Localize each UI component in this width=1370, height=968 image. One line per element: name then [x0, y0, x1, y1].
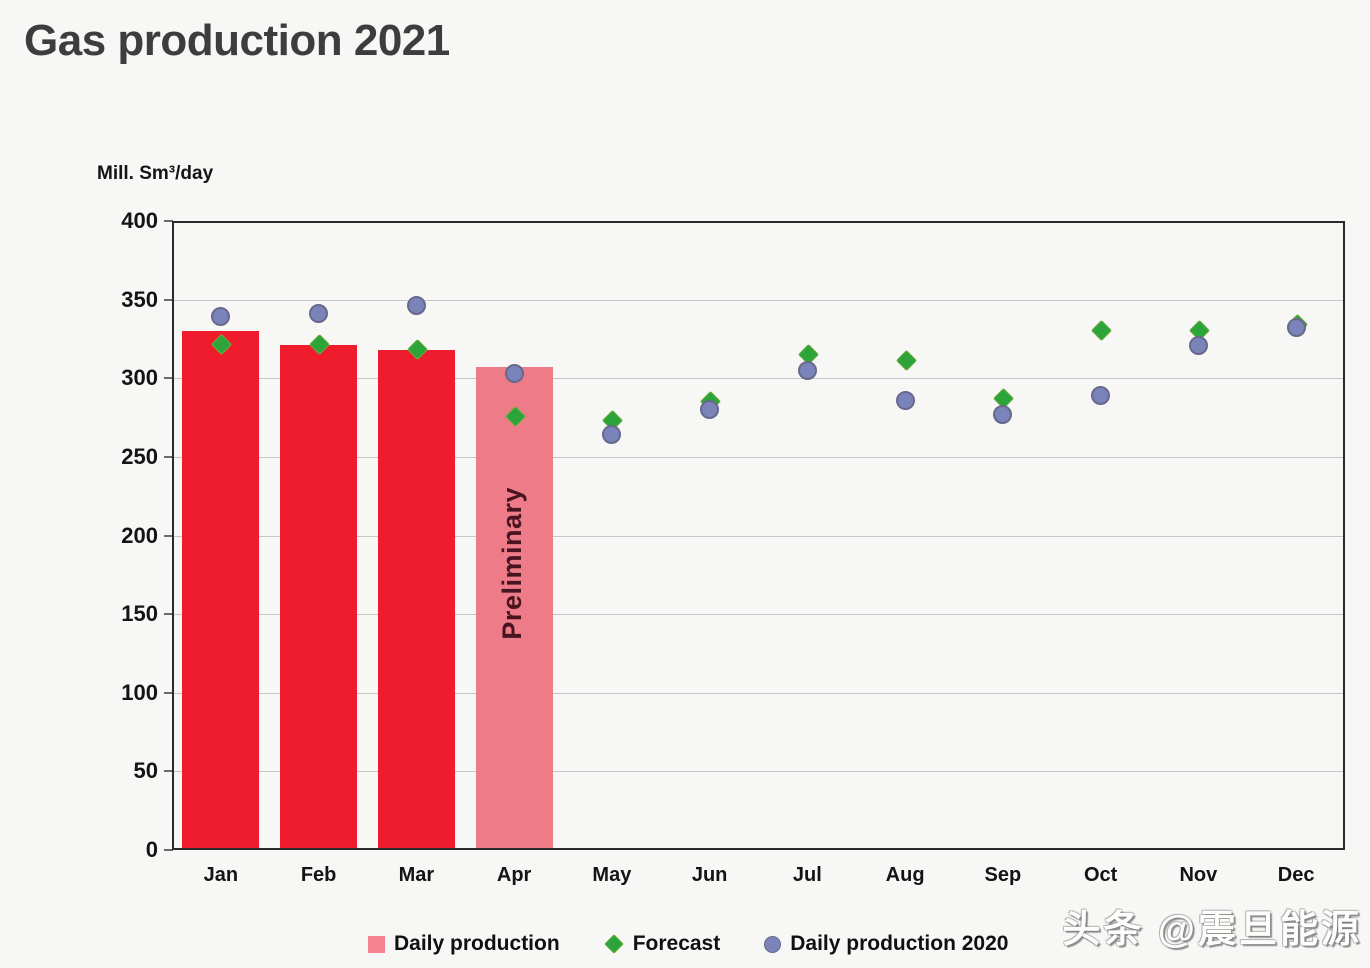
forecast-marker-aug — [895, 349, 917, 371]
x-tick-label-jul: Jul — [792, 864, 822, 886]
y-tick-mark-250 — [164, 455, 173, 458]
x-tick-label-may: May — [592, 864, 632, 886]
gridline-350 — [172, 299, 1345, 301]
x-tick-label-dec: Dec — [1277, 864, 1315, 886]
y-tick-label-150: 150 — [121, 601, 158, 627]
x-tick-label-jan: Jan — [203, 864, 239, 886]
bar-mar — [377, 349, 455, 850]
production-2020-marker-dec — [1286, 318, 1306, 338]
preliminary-label: Preliminary — [497, 487, 528, 640]
y-tick-label-300: 300 — [121, 365, 158, 391]
production-2020-marker-apr — [504, 364, 524, 384]
y-tick-mark-350 — [164, 298, 173, 301]
y-axis-unit-label: Mill. Sm³/day — [97, 163, 214, 184]
production-2020-marker-may — [602, 425, 622, 445]
x-tick-label-jun: Jun — [691, 864, 728, 886]
y-tick-mark-150 — [164, 613, 173, 616]
production-2020-marker-feb — [309, 304, 329, 324]
y-tick-mark-300 — [164, 377, 173, 380]
production-2020-marker-nov — [1188, 335, 1208, 355]
bar-feb — [280, 345, 358, 850]
gridline-100 — [172, 692, 1345, 694]
x-tick-label-sep: Sep — [984, 864, 1022, 886]
production-2020-marker-oct — [1091, 386, 1111, 406]
legend-item-daily-production: Daily production — [368, 932, 560, 956]
bar-apr — [475, 367, 553, 850]
production-2020-circle-icon — [764, 935, 782, 953]
plot-area: Preliminary — [172, 221, 1345, 850]
forecast-diamond-icon — [603, 934, 624, 954]
x-tick-label-oct: Oct — [1083, 864, 1118, 886]
legend-item-forecast: Forecast — [603, 932, 721, 956]
y-tick-label-350: 350 — [121, 286, 158, 312]
production-2020-marker-sep — [993, 404, 1013, 424]
daily-production-swatch-icon — [368, 935, 385, 953]
production-2020-marker-mar — [406, 296, 426, 316]
gridline-250 — [172, 456, 1345, 458]
chart-title: Gas production 2021 — [24, 16, 450, 65]
y-tick-label-400: 400 — [121, 208, 158, 233]
legend-label-forecast: Forecast — [632, 932, 721, 955]
legend-item-daily-production-2020: Daily production 2020 — [764, 932, 1008, 956]
gridline-50 — [172, 771, 1345, 773]
production-2020-marker-jun — [700, 400, 720, 420]
y-tick-label-200: 200 — [121, 522, 158, 548]
production-2020-marker-jul — [797, 360, 817, 380]
legend: Daily production Forecast Daily producti… — [368, 932, 1008, 956]
gridline-150 — [172, 614, 1345, 616]
x-tick-label-aug: Aug — [885, 864, 925, 886]
x-tick-label-feb: Feb — [300, 864, 337, 886]
watermark: 头条 @震旦能源 — [1062, 909, 1362, 951]
y-tick-label-100: 100 — [121, 679, 158, 705]
legend-label-daily-production-2020: Daily production 2020 — [790, 932, 1009, 955]
y-tick-label-250: 250 — [121, 443, 158, 469]
y-tick-mark-200 — [164, 534, 173, 537]
x-tick-label-apr: Apr — [496, 864, 532, 886]
y-tick-mark-0 — [164, 849, 173, 851]
x-tick-label-nov: Nov — [1179, 864, 1218, 886]
forecast-marker-oct — [1091, 319, 1113, 342]
gridline-300 — [172, 378, 1345, 380]
bar-jan — [182, 331, 260, 850]
gridline-200 — [172, 535, 1345, 537]
production-2020-marker-jan — [211, 307, 231, 327]
production-2020-marker-aug — [895, 390, 915, 410]
y-tick-label-50: 50 — [133, 758, 158, 784]
y-tick-mark-400 — [164, 220, 173, 222]
y-tick-label-0: 0 — [145, 837, 158, 862]
y-tick-mark-50 — [164, 770, 173, 773]
y-tick-mark-100 — [164, 691, 173, 694]
legend-label-daily-production: Daily production — [394, 932, 560, 955]
x-tick-label-mar: Mar — [398, 864, 435, 886]
